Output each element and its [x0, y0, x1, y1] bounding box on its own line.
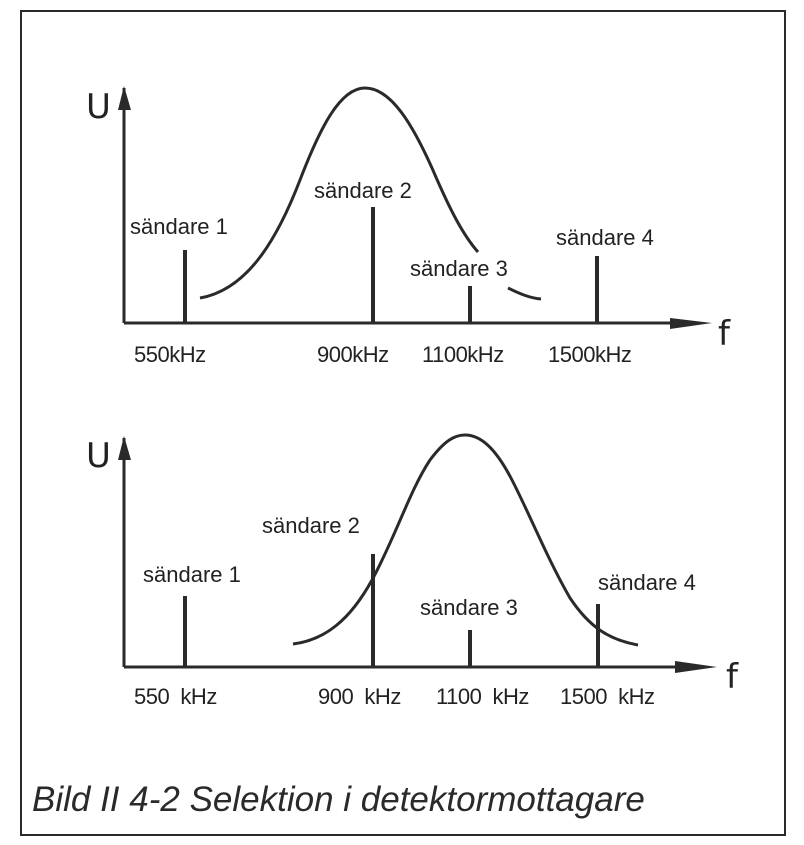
- freq-tick-label: 1500kHz: [548, 342, 631, 367]
- station-label: sändare 3: [410, 256, 508, 281]
- station-label: sändare 2: [314, 178, 412, 203]
- freq-tick-label: 900 kHz: [318, 684, 401, 709]
- figure-caption: Bild II 4-2 Selektion i detektormottagar…: [32, 780, 645, 819]
- panel-top: U f sändare 1 sändare 2 sändare 3 sändar…: [86, 86, 731, 367]
- y-axis-arrow: [118, 86, 131, 110]
- freq-tick-label: 550kHz: [134, 342, 206, 367]
- station-label: sändare 1: [143, 562, 241, 587]
- figure-frame: [20, 10, 786, 836]
- resonance-curve-tail: [507, 286, 542, 301]
- resonance-curve: [199, 86, 480, 300]
- y-axis-label: U: [86, 87, 111, 127]
- x-axis-arrow: [670, 318, 712, 329]
- y-axis-arrow: [118, 436, 131, 460]
- x-axis-label: f: [718, 314, 731, 354]
- freq-tick-label: 900kHz: [317, 342, 389, 367]
- freq-tick-label: 1100kHz: [422, 342, 504, 367]
- freq-tick-label: 1500 kHz: [560, 684, 655, 709]
- freq-tick-label: 550 kHz: [134, 684, 217, 709]
- station-label: sändare 4: [598, 570, 696, 595]
- station-label: sändare 3: [420, 595, 518, 620]
- station-label: sändare 1: [130, 214, 228, 239]
- x-axis-arrow: [675, 661, 717, 673]
- freq-tick-label: 1100 kHz: [436, 684, 529, 709]
- y-axis-label: U: [86, 436, 111, 476]
- x-axis-label: f: [726, 657, 739, 697]
- station-label: sändare 4: [556, 225, 654, 250]
- station-label: sändare 2: [262, 513, 360, 538]
- panel-bottom: U f sändare 1 sändare 2 sändare 3 sändar…: [86, 433, 739, 709]
